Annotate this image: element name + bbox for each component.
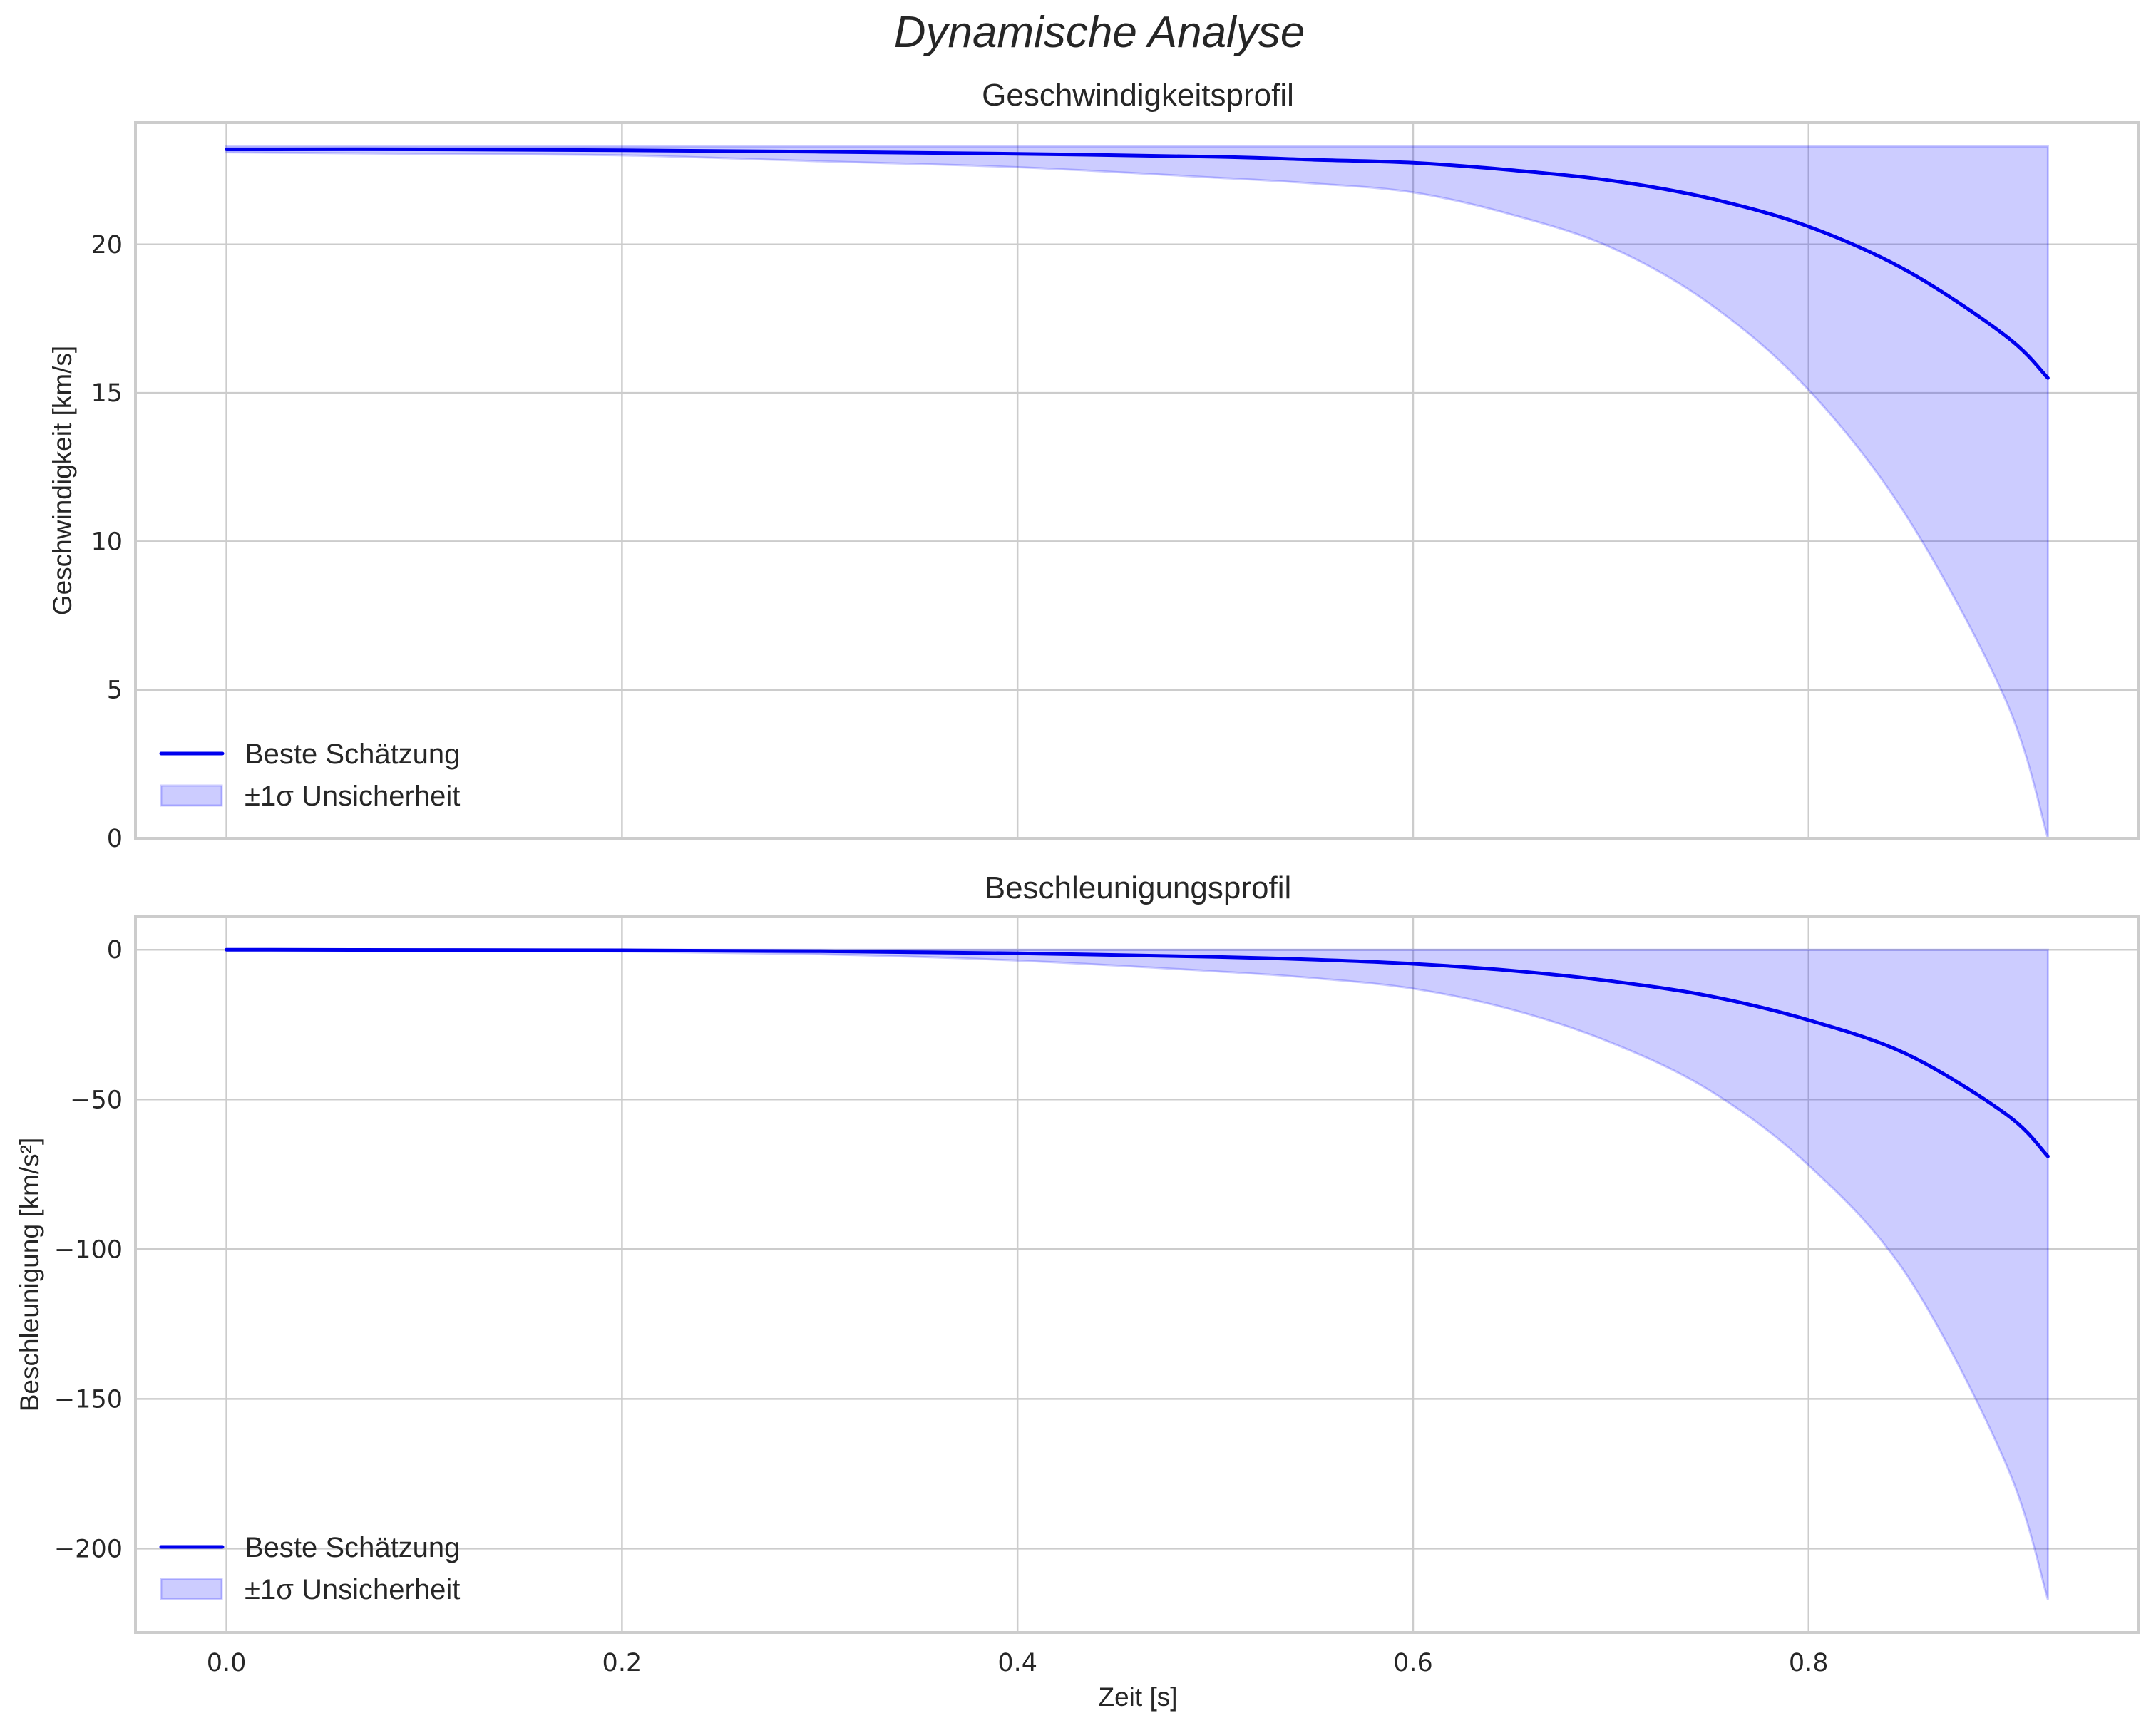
axes-acceleration-xlabel: Zeit [s] <box>1098 1682 1177 1712</box>
ytick-label: −150 <box>54 1385 123 1414</box>
ytick-label: 10 <box>91 528 123 556</box>
axes-velocity-yticks: 0 5 10 15 20 <box>91 231 123 853</box>
legend-label-best-estimate: Beste Schätzung <box>245 739 460 770</box>
axes-velocity: Geschwindigkeitsprofil 0 5 10 15 20 Geschwin… <box>48 78 2140 853</box>
axes-velocity-title: Geschwindigkeitsprofil <box>982 78 1294 113</box>
legend-band-swatch <box>160 1578 223 1600</box>
ytick-label: −100 <box>54 1235 123 1264</box>
axes-acceleration-gridlines <box>135 917 2139 1632</box>
axes-velocity-uncertainty-band <box>225 145 2049 839</box>
legend-band-swatch <box>160 784 223 807</box>
axes-velocity-best-estimate-line <box>225 147 2050 380</box>
axes-acceleration-title: Beschleunigungsprofil <box>985 870 1292 905</box>
ytick-label: 15 <box>91 379 123 408</box>
axes-acceleration-xticks: 0.0 0.2 0.4 0.6 0.8 <box>207 1649 1829 1677</box>
xtick-label: 0.0 <box>207 1649 247 1677</box>
ytick-label: −50 <box>70 1086 123 1114</box>
axes-acceleration-uncertainty-band <box>226 948 2049 1600</box>
xtick-label: 0.2 <box>602 1649 642 1677</box>
ytick-label: 0 <box>107 936 123 965</box>
xtick-label: 0.6 <box>1393 1649 1433 1677</box>
legend-label-uncertainty: ±1σ Unsicherheit <box>245 1574 460 1605</box>
axes-velocity-ylabel: Geschwindigkeit [km/s] <box>48 346 77 615</box>
axes-acceleration: Beschleunigungsprofil 0 −50 −100 −150 −200 0… <box>15 870 2140 1712</box>
axes-velocity-legend: Beste Schätzung ±1σ Unsicherheit <box>159 739 460 812</box>
axes-acceleration-legend: Beste Schätzung ±1σ Unsicherheit <box>159 1532 460 1605</box>
axes-acceleration-frame <box>134 915 2140 1634</box>
legend-label-uncertainty: ±1σ Unsicherheit <box>245 781 460 812</box>
ytick-label: 20 <box>91 231 123 259</box>
ytick-label: 0 <box>107 825 123 853</box>
legend-label-best-estimate: Beste Schätzung <box>245 1532 460 1563</box>
axes-acceleration-yticks: 0 −50 −100 −150 −200 <box>54 936 123 1563</box>
axes-acceleration-best-estimate-line <box>225 947 2050 1158</box>
figure-suptitle: Dynamische Analyse <box>894 8 1305 57</box>
xtick-label: 0.4 <box>997 1649 1037 1677</box>
axes-velocity-frame <box>134 121 2140 840</box>
axes-acceleration-ylabel: Beschleunigung [km/s²] <box>15 1138 44 1412</box>
ytick-label: 5 <box>107 677 123 705</box>
ytick-label: −200 <box>54 1535 123 1563</box>
xtick-label: 0.8 <box>1789 1649 1829 1677</box>
